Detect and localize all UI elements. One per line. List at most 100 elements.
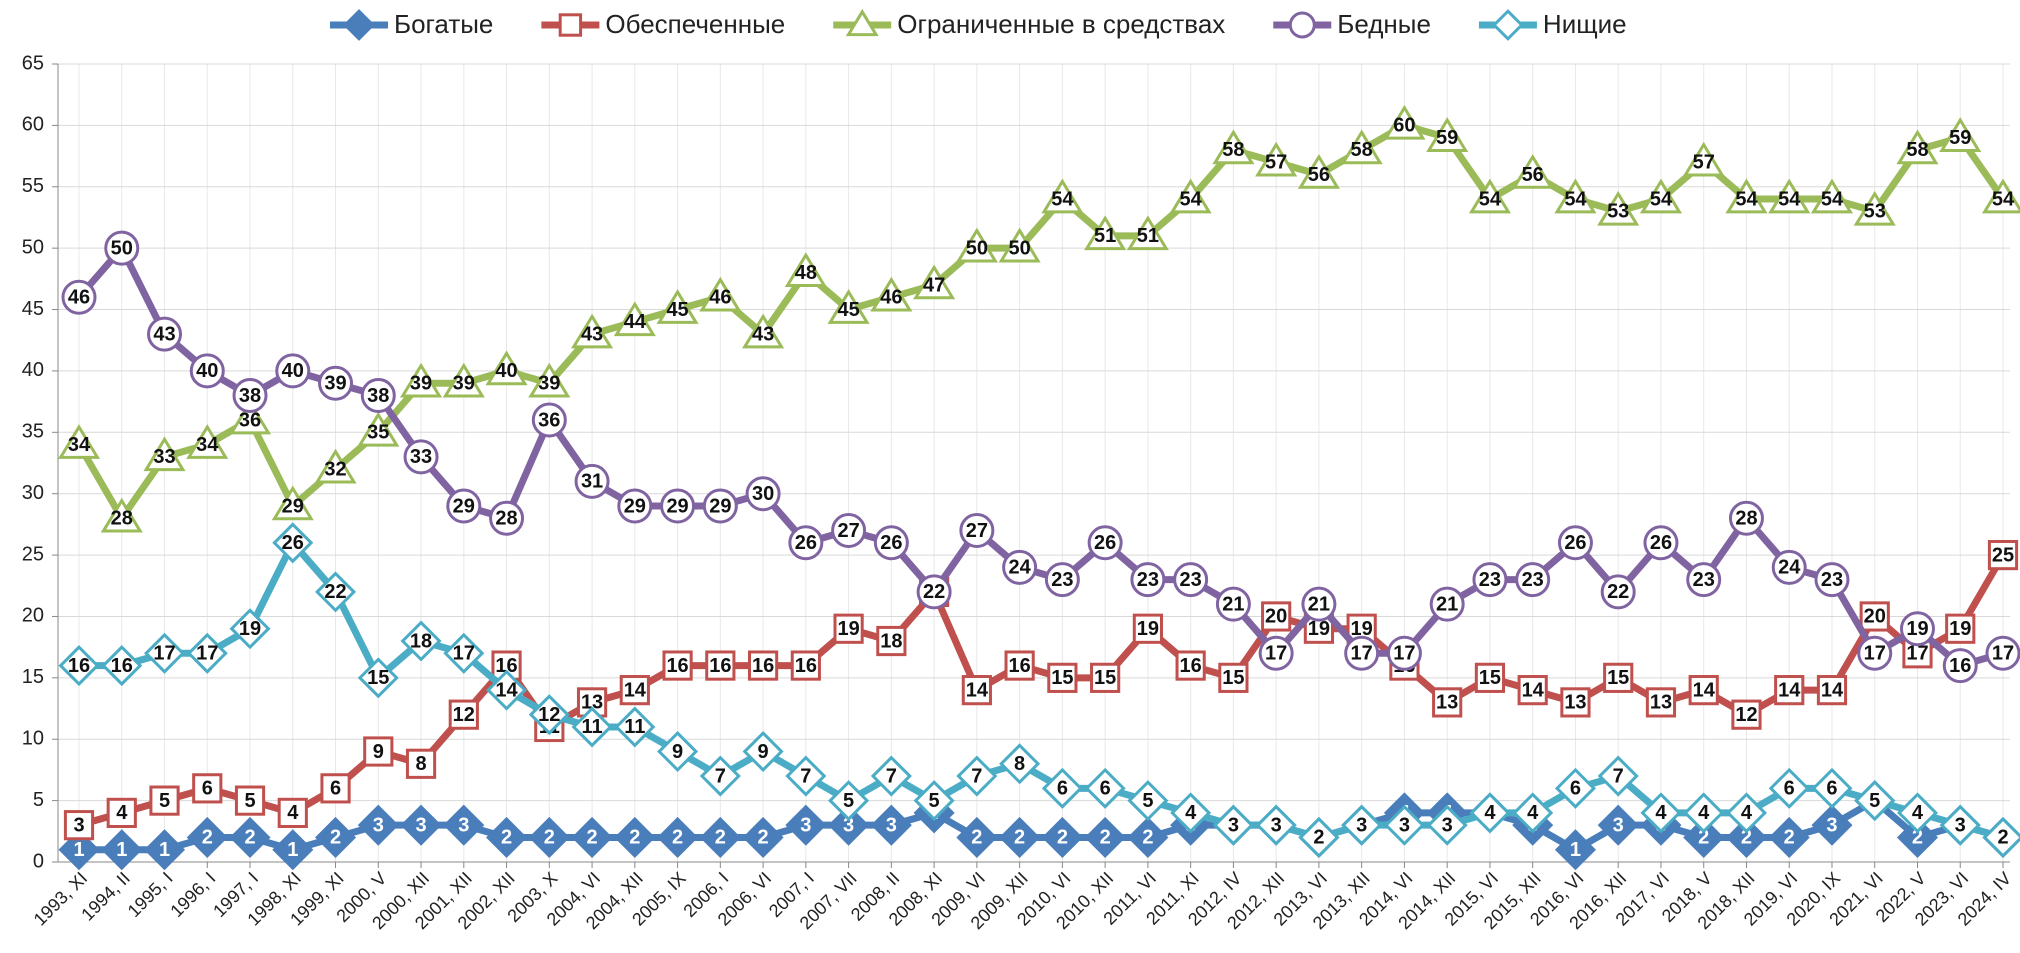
data-label: 23	[1137, 569, 1159, 591]
data-label: 12	[1735, 704, 1757, 726]
legend-label: Нищие	[1543, 9, 1627, 39]
data-label: 2	[1997, 827, 2008, 849]
marker	[1175, 650, 1206, 681]
data-label: 14	[1693, 679, 1716, 701]
y-tick-label: 5	[33, 789, 44, 811]
marker	[186, 816, 228, 858]
marker	[1084, 816, 1126, 858]
data-label: 40	[495, 360, 517, 382]
marker	[660, 488, 696, 524]
marker	[999, 743, 1041, 785]
data-label: 58	[1906, 139, 1928, 161]
marker	[1432, 687, 1463, 718]
data-label: 15	[1222, 667, 1244, 689]
data-label: 2	[715, 827, 726, 849]
marker	[1127, 816, 1169, 858]
data-label: 43	[752, 323, 774, 345]
data-label: 2	[1014, 827, 1025, 849]
marker	[1686, 562, 1722, 598]
data-label: 33	[410, 446, 432, 468]
data-label: 2	[971, 827, 982, 849]
data-label: 6	[202, 778, 213, 800]
data-label: 5	[1142, 790, 1153, 812]
x-tick-label: 1994, II	[77, 868, 134, 925]
data-label: 54	[1564, 188, 1587, 210]
data-label: 4	[1655, 802, 1667, 824]
marker	[1768, 178, 1811, 214]
y-tick-label: 55	[22, 175, 44, 197]
marker	[657, 730, 699, 773]
marker	[1682, 141, 1725, 177]
data-label: 58	[1222, 139, 1244, 161]
data-label: 38	[367, 385, 389, 407]
marker	[1942, 648, 1978, 684]
data-label: 22	[1607, 581, 1629, 603]
data-label: 16	[1180, 655, 1202, 677]
data-label: 31	[581, 471, 603, 493]
marker	[485, 350, 528, 386]
marker	[272, 522, 314, 564]
marker	[315, 571, 357, 613]
marker	[956, 816, 998, 858]
data-label: 21	[1436, 593, 1458, 615]
data-label: 15	[367, 667, 389, 689]
marker	[1597, 190, 1640, 226]
data-label: 23	[1522, 569, 1544, 591]
data-label: 27	[837, 520, 859, 542]
data-label: 29	[666, 495, 688, 517]
data-label: 27	[966, 520, 988, 542]
data-label: 16	[1949, 655, 1971, 677]
series-line	[76, 244, 2004, 670]
data-label: 36	[538, 409, 560, 431]
data-label: 25	[1992, 544, 2014, 566]
data-label: 46	[68, 287, 90, 309]
data-label: 3	[1271, 814, 1282, 836]
marker	[400, 620, 442, 662]
data-label: 50	[1008, 237, 1030, 259]
data-label: 16	[1008, 655, 1030, 677]
marker	[1981, 178, 2020, 214]
marker	[1383, 104, 1426, 140]
marker	[617, 488, 653, 524]
legend-label: Богатые	[394, 9, 493, 39]
marker	[913, 264, 956, 300]
marker	[1811, 804, 1853, 846]
marker	[1041, 816, 1083, 858]
data-label: 3	[843, 814, 854, 836]
marker	[1643, 525, 1679, 561]
marker	[1340, 129, 1383, 165]
data-label: 6	[1100, 778, 1111, 800]
marker	[1297, 153, 1340, 189]
marker	[1469, 792, 1511, 834]
marker	[1517, 675, 1548, 706]
data-label: 19	[1308, 618, 1330, 640]
data-label: 57	[1265, 151, 1287, 173]
data-label: 17	[1992, 643, 2014, 665]
marker	[1814, 562, 1850, 598]
data-label: 40	[196, 360, 218, 382]
marker	[1896, 816, 1939, 858]
marker	[870, 755, 912, 797]
data-label: 50	[966, 237, 988, 259]
data-label: 3	[458, 814, 469, 836]
marker	[1854, 780, 1896, 822]
marker	[357, 411, 400, 447]
data-label: 26	[1564, 532, 1586, 554]
marker	[1945, 613, 1976, 644]
data-label: 45	[837, 299, 859, 321]
data-label: 28	[495, 508, 517, 530]
marker	[1554, 178, 1597, 214]
data-label: 11	[624, 716, 645, 738]
data-label: 1	[159, 839, 170, 861]
marker	[486, 669, 528, 711]
marker	[400, 804, 442, 846]
data-label: 17	[1265, 643, 1287, 665]
marker	[1857, 635, 1893, 671]
marker	[1212, 129, 1255, 165]
data-label: 54	[1650, 188, 1673, 210]
data-label: 53	[1864, 201, 1886, 223]
data-label: 24	[1778, 557, 1801, 579]
marker	[790, 650, 821, 681]
marker	[1816, 675, 1848, 706]
marker	[1468, 178, 1511, 214]
